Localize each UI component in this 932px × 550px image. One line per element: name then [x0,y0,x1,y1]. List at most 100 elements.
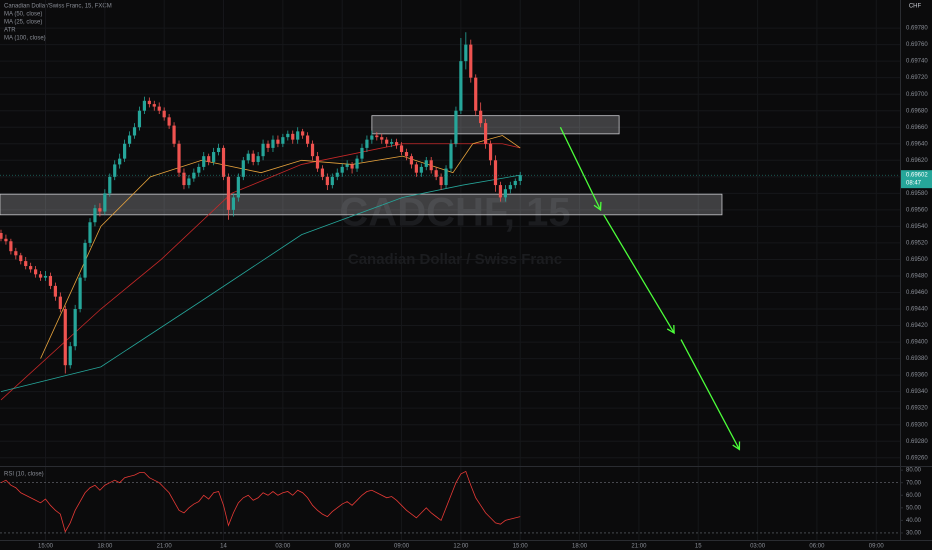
candle-body [212,152,216,162]
candle-body [291,133,295,140]
candle-body [394,142,399,146]
moving-average [40,135,521,359]
candle-body [479,110,483,124]
x-tick-label: 15 [695,544,702,550]
candle-body [330,176,334,186]
arrow-head [666,324,675,335]
candle-body [123,143,127,159]
watermark: CADCHF, 15 [339,191,570,235]
candle-body [380,137,384,140]
y-tick-label: 0.69320 [906,406,928,412]
arrow [680,339,740,450]
currency-label: CHF [909,4,922,10]
candle-body [296,131,300,140]
candle-body [429,160,433,171]
candle-body [414,164,418,173]
candle-body [518,175,522,181]
candle-body [4,238,8,242]
candle-body [385,139,389,144]
candle-body [19,255,23,262]
x-tick-label: 03:00 [750,544,766,550]
rsi-legend: RSI (10, close) [4,472,44,478]
y-tick-label: 0.69760 [906,42,928,48]
candle-body [271,139,275,148]
legend-entry: ATR [4,28,16,34]
rsi-tick-label: 80.00 [906,468,922,474]
candle-body [29,266,33,270]
candle-body [187,178,191,186]
candle-body [439,176,443,186]
candle-body [375,135,379,138]
candle-body [261,143,265,157]
candle-body [251,153,255,162]
zone [371,115,620,135]
candle-body [48,275,53,286]
y-tick-label: 0.69700 [906,92,928,98]
candle-body [93,208,97,223]
candle-body [152,104,156,107]
y-tick-label: 0.69260 [906,455,928,461]
candle-body [360,147,364,159]
y-tick-label: 0.69660 [906,125,928,131]
candle-body [202,156,206,167]
candle-body [345,164,349,167]
candle-body [0,233,3,239]
candle-body [58,296,62,310]
candle-body [216,147,221,153]
x-tick-label: 09:00 [394,544,410,550]
arrow-head [593,201,602,212]
candle-body [157,106,161,111]
watermark: Canadian Dollar / Swiss Franc [348,251,562,268]
rsi-line [0,470,521,533]
candle-body [305,135,310,144]
candle-body [469,44,473,78]
candle-body [182,172,186,186]
legend-entry: MA (100, close) [4,36,46,42]
candle-body [370,135,374,140]
y-tick-label: 0.69360 [906,373,928,379]
candle-body [404,152,409,157]
candle-body [197,166,201,173]
candle-body [113,164,117,177]
candle-body [68,346,72,366]
candle-body [132,127,137,136]
candle-body [335,172,339,177]
y-tick-label: 0.69400 [906,340,928,346]
candle-body [246,153,250,161]
y-tick-label: 0.69780 [906,26,928,32]
candle-body [9,241,13,252]
y-tick-label: 0.69520 [906,240,928,246]
candle-body [78,277,82,310]
x-tick-label: 18:00 [572,544,588,550]
y-tick-label: 0.69620 [906,158,928,164]
candle-body [53,285,57,297]
candle-body [142,100,146,111]
zone [0,193,723,216]
candle-body [474,77,478,111]
candle-body [167,117,171,126]
candle-body [192,172,196,179]
candle-body [340,166,344,173]
candle-body [493,160,498,186]
candle-body [498,185,503,198]
candle-body [73,309,77,347]
y-tick-label: 0.69740 [906,59,928,65]
candle-body [320,168,325,177]
legend-entry: MA (50, close) [4,12,42,18]
candle-body [444,168,448,186]
candle-body [315,156,320,169]
arrow-head [732,441,741,451]
candle-body [147,100,151,105]
y-tick-label: 0.69680 [906,108,928,114]
candle-body [241,160,245,177]
x-tick-label: 21:00 [157,544,173,550]
candle-body [34,269,38,275]
rsi-tick-label: 50.00 [906,505,922,511]
candle-body [350,164,354,169]
x-tick-label: 15:00 [513,544,529,550]
candle-body [424,160,428,167]
last-price-label: 0.69602 [906,173,928,179]
candle-body [83,242,87,278]
